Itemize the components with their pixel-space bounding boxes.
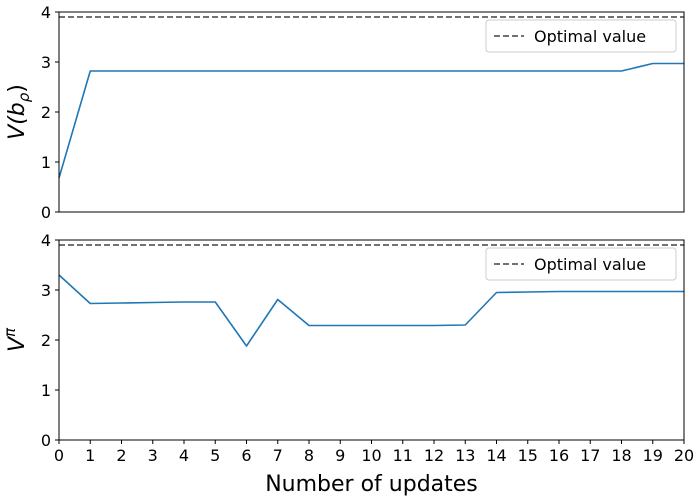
x-tick-label: 11 bbox=[393, 446, 413, 465]
x-tick-label: 7 bbox=[273, 446, 283, 465]
x-tick-label: 4 bbox=[179, 446, 189, 465]
x-tick-label: 0 bbox=[54, 446, 64, 465]
x-tick-label: 13 bbox=[455, 446, 475, 465]
legend-box bbox=[485, 19, 677, 53]
y-tick-label: 1 bbox=[41, 153, 51, 172]
x-tick-label: 1 bbox=[85, 446, 95, 465]
x-tick-label: 15 bbox=[518, 446, 538, 465]
x-tick-label: 18 bbox=[611, 446, 631, 465]
y-tick-label: 4 bbox=[41, 231, 51, 250]
x-tick-label: 8 bbox=[304, 446, 314, 465]
y-tick-label: 0 bbox=[41, 431, 51, 450]
x-tick-label: 20 bbox=[674, 446, 694, 465]
x-axis-label: Number of updates bbox=[265, 472, 478, 497]
x-tick-label: 9 bbox=[335, 446, 345, 465]
y-tick-label: 2 bbox=[41, 331, 51, 350]
legend: Optimal value bbox=[485, 247, 677, 281]
x-tick-label: 5 bbox=[210, 446, 220, 465]
x-tick-label: 6 bbox=[241, 446, 251, 465]
y-tick-label: 0 bbox=[41, 203, 51, 222]
series-line-0 bbox=[58, 274, 684, 347]
x-tick-label: 14 bbox=[486, 446, 506, 465]
y-tick-label: 4 bbox=[41, 3, 51, 22]
x-tick-label: 2 bbox=[116, 446, 126, 465]
x-tick-label: 3 bbox=[148, 446, 158, 465]
y-tick-label: 2 bbox=[41, 103, 51, 122]
x-tick-label: 19 bbox=[643, 446, 663, 465]
series-line-0 bbox=[58, 62, 684, 179]
legend-box bbox=[485, 247, 677, 281]
y-tick-label: 1 bbox=[41, 381, 51, 400]
x-tick-label: 12 bbox=[424, 446, 444, 465]
top-panel: 0 1 2 3 4 V(bρ) Optimal value bbox=[5, 3, 685, 222]
x-tick-label: 17 bbox=[580, 446, 600, 465]
x-tick-label: 16 bbox=[549, 446, 569, 465]
x-tick-label: 10 bbox=[361, 446, 381, 465]
legend-label: Optimal value bbox=[534, 255, 646, 274]
y-axis-label: Vπ bbox=[1, 327, 30, 352]
legend-label: Optimal value bbox=[534, 27, 646, 46]
legend: Optimal value bbox=[485, 19, 677, 53]
y-axis-label: V(bρ) bbox=[5, 84, 33, 140]
y-tick-label: 3 bbox=[41, 53, 51, 72]
y-tick-label: 3 bbox=[41, 281, 51, 300]
